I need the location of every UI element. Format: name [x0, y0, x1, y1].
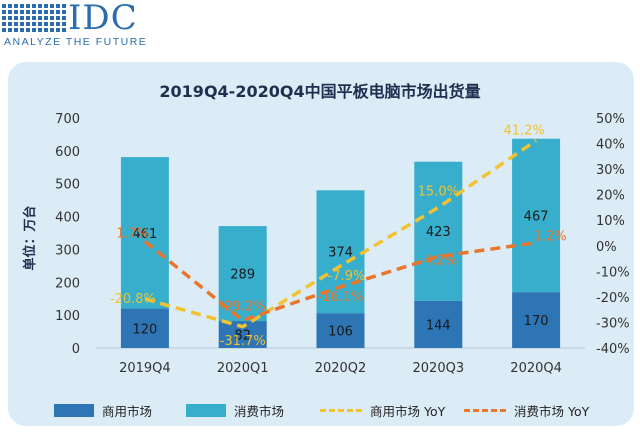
legend-line-business-yoy: [320, 408, 362, 412]
legend-label-consumer: 消费市场: [234, 403, 285, 419]
y2-tick-label: 0%: [596, 240, 617, 255]
y2-tick-label: 40%: [596, 138, 625, 153]
legend-item-business: 商用市场: [54, 400, 152, 420]
y-tick-label: 200: [55, 276, 80, 291]
data-label-business: 144: [426, 318, 451, 333]
legend-line-consumer-yoy: [464, 408, 506, 412]
data-label-business-yoy: -31.7%: [220, 334, 266, 349]
bar-business: [316, 313, 365, 348]
bar-consumer: [414, 161, 463, 301]
data-label-consumer-yoy: -29.2%: [220, 299, 266, 314]
data-label-consumer: 461: [132, 227, 157, 242]
data-label-consumer: 374: [328, 246, 353, 261]
line-consumer-yoy: [143, 240, 537, 323]
bar-consumer: [120, 157, 169, 309]
y-tick-label: 700: [55, 112, 80, 127]
idc-logo-icon: [2, 4, 66, 32]
x-tick-label: 2020Q4: [510, 361, 562, 376]
y-tick-label: 300: [55, 243, 80, 258]
y-tick-label: 400: [55, 211, 80, 226]
legend-swatch-consumer: [186, 403, 226, 417]
data-label-business: 82: [234, 329, 251, 344]
legend-item-consumer: 消费市场: [186, 400, 284, 420]
data-label-consumer: 289: [230, 268, 255, 283]
legend: 商用市场 消费市场 商用市场 YoY 消费市场 YoY: [24, 400, 624, 420]
data-label-business-yoy: 41.2%: [503, 123, 544, 138]
x-tick-label: 2019Q4: [119, 361, 171, 376]
y2-tick-label: 50%: [596, 112, 625, 127]
bar-business: [414, 300, 463, 348]
x-tick-label: 2020Q2: [315, 361, 367, 376]
data-label-business: 120: [132, 322, 157, 337]
bar-business: [120, 308, 169, 348]
bar-business: [512, 292, 561, 348]
data-label-consumer-yoy: 1.2%: [534, 230, 567, 245]
data-label-consumer: 423: [426, 225, 451, 240]
legend-label-business-yoy: 商用市场 YoY: [370, 403, 446, 419]
y-tick-label: 100: [55, 309, 80, 324]
data-label-business-yoy: -7.9%: [328, 269, 366, 284]
x-tick-label: 2020Q3: [413, 361, 465, 376]
y2-tick-label: -10%: [596, 265, 630, 280]
legend-item-consumer-yoy: 消费市场 YoY: [464, 400, 589, 420]
data-label-business: 170: [524, 314, 549, 329]
y2-tick-label: -40%: [596, 342, 630, 357]
data-label-business: 106: [328, 325, 353, 340]
idc-logo-text: IDC: [68, 0, 138, 38]
legend-swatch-business: [54, 403, 94, 417]
chart-title: 2019Q4-2020Q4中国平板电脑市场出货量: [159, 82, 481, 101]
data-label-consumer: 467: [524, 209, 549, 224]
x-tick-label: 2020Q1: [217, 361, 269, 376]
data-label-business-yoy: 15.0%: [418, 184, 459, 199]
data-label-consumer-yoy: 1.7%: [116, 226, 149, 241]
y-tick-label: 600: [55, 145, 80, 160]
y-axis-label: 单位：万台: [22, 205, 38, 270]
y-tick-label: 500: [55, 178, 80, 193]
y2-tick-label: -20%: [596, 291, 630, 306]
bar-consumer: [218, 226, 267, 322]
y2-tick-label: 30%: [596, 163, 625, 178]
data-label-consumer-yoy: -4.2%: [419, 254, 457, 269]
y2-tick-label: 10%: [596, 214, 625, 229]
header: IDC ANALYZE THE FUTURE: [0, 0, 640, 52]
y-tick-label: 0: [72, 342, 80, 357]
legend-item-business-yoy: 商用市场 YoY: [320, 400, 445, 420]
y2-tick-label: -30%: [596, 316, 630, 331]
data-label-consumer-yoy: -16.1%: [318, 290, 364, 305]
bar-consumer: [512, 138, 561, 293]
legend-label-business: 商用市场: [102, 403, 153, 419]
line-business-yoy: [144, 139, 538, 329]
legend-label-consumer-yoy: 消费市场 YoY: [514, 403, 590, 419]
tagline: ANALYZE THE FUTURE: [4, 36, 148, 48]
data-label-business-yoy: -20.8%: [110, 292, 156, 307]
y2-tick-label: 20%: [596, 189, 625, 204]
